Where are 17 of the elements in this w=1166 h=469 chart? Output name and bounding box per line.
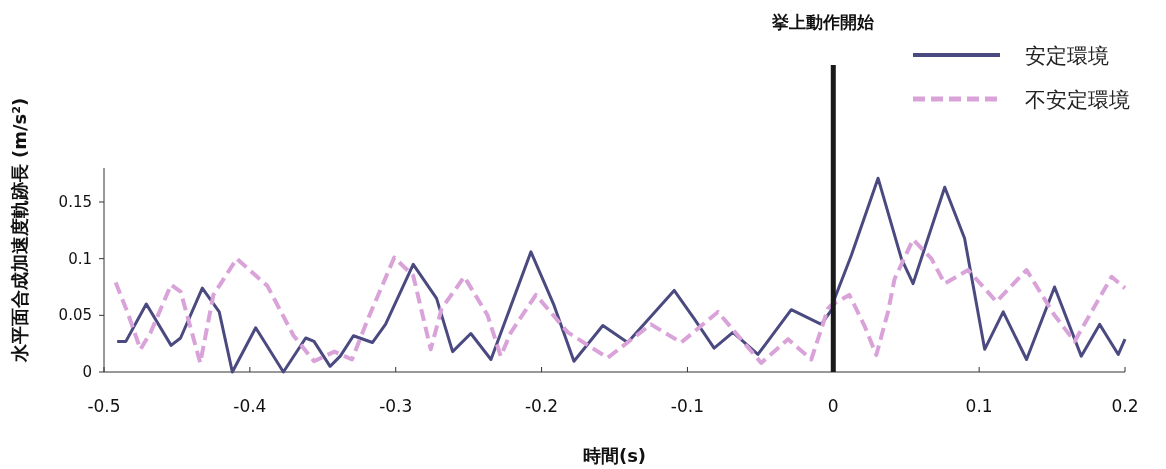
y-axis-title: 水平面合成加速度軌跡長 (m/s²): [9, 97, 30, 364]
x-tick-label: 0.2: [1111, 396, 1139, 416]
y-tick-label: 0.15: [58, 193, 92, 211]
x-tick-label: -0.1: [670, 396, 705, 416]
x-tick-label: -0.4: [233, 396, 267, 416]
y-tick-label: 0: [82, 363, 92, 381]
x-tick-label: 0: [827, 396, 839, 416]
y-tick-label: 0.05: [58, 306, 92, 325]
legend-label: 不安定環境: [1025, 88, 1130, 112]
y-tick-label: 0.1: [68, 249, 92, 268]
x-tick-label: -0.5: [87, 396, 121, 416]
legend-label: 安定環境: [1025, 44, 1109, 68]
ref-line-label: 挙上動作開始: [771, 12, 876, 32]
x-tick-label: 0.1: [965, 396, 993, 416]
x-tick-label: -0.3: [379, 396, 413, 416]
x-axis-title: 時間(s): [582, 445, 647, 466]
x-tick-label: -0.2: [524, 396, 559, 416]
